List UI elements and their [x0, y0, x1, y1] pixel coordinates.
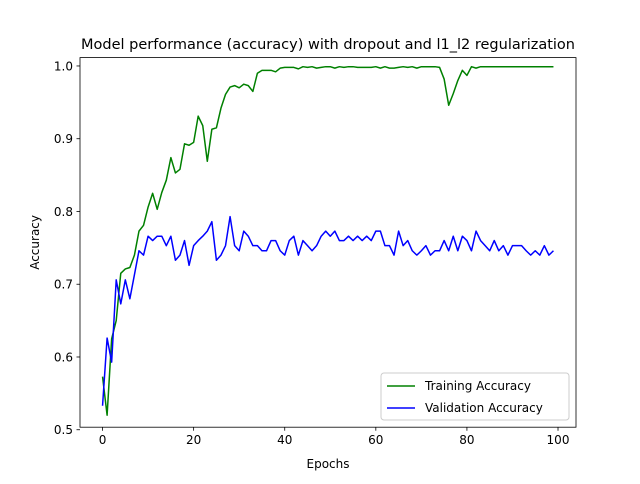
- y-tick-label: 0.8: [54, 205, 73, 219]
- x-tick-label: 0: [99, 433, 107, 447]
- plot-area-frame: [79, 57, 577, 428]
- chart-title: Model performance (accuracy) with dropou…: [81, 37, 575, 53]
- x-tick-label: 40: [277, 433, 292, 447]
- x-tick-label: 100: [547, 433, 570, 447]
- legend-label-validation: Validation Accuracy: [425, 401, 543, 415]
- y-tick-label: 0.7: [54, 278, 73, 292]
- plot-lines: [101, 65, 554, 416]
- legend: Training Accuracy Validation Accuracy: [380, 372, 570, 421]
- legend-box: [380, 372, 570, 421]
- y-tick-label: 0.9: [54, 132, 73, 146]
- y-axis-label: Accuracy: [28, 215, 42, 270]
- legend-label-training: Training Accuracy: [424, 379, 531, 393]
- x-tick-label: 20: [186, 433, 201, 447]
- y-tick-label: 0.5: [54, 423, 73, 437]
- series-line-validation-accuracy: [101, 215, 554, 406]
- x-axis-ticks: 0 20 40 60 80 100: [99, 427, 570, 447]
- x-tick-label: 80: [459, 433, 474, 447]
- x-axis-label: Epochs: [307, 457, 350, 471]
- series-line-training-accuracy: [101, 65, 554, 416]
- x-tick-label: 60: [368, 433, 383, 447]
- y-tick-label: 0.6: [54, 350, 73, 364]
- y-axis-ticks: 0.5 0.6 0.7 0.8 0.9 1.0: [54, 59, 80, 437]
- y-tick-label: 1.0: [54, 59, 73, 73]
